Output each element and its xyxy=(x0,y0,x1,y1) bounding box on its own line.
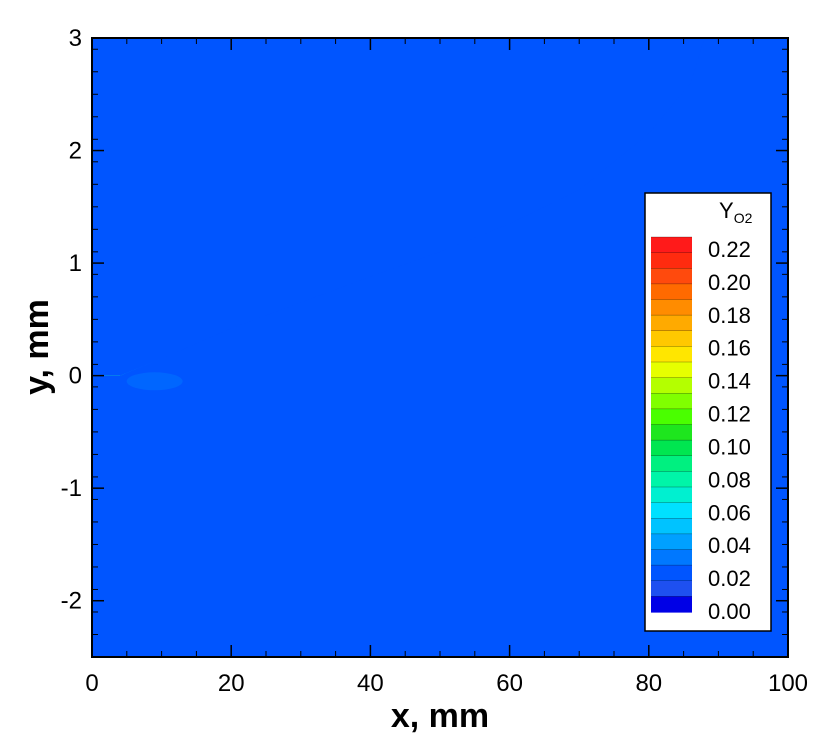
legend-swatch-0.01 xyxy=(651,580,692,597)
legend-label: 0.04 xyxy=(708,533,751,558)
legend-label: 0.22 xyxy=(708,237,751,262)
legend-title: YO2 xyxy=(719,198,753,226)
legend-title-subscript: O2 xyxy=(734,210,753,226)
legend-swatch-0.12 xyxy=(651,408,692,426)
legend-swatch-0.17 xyxy=(651,330,692,347)
x-tick-label: 80 xyxy=(635,670,662,697)
legend-swatch-0.09 xyxy=(651,455,692,472)
y-tick-label: 1 xyxy=(69,250,82,277)
x-tick-label: 0 xyxy=(85,670,98,697)
axis-ticks xyxy=(91,37,789,658)
legend-label: 0.12 xyxy=(708,402,751,427)
legend-swatch-0.08 xyxy=(651,471,692,488)
legend-swatch-0.13 xyxy=(651,393,692,410)
legend-swatch-0.21 xyxy=(651,268,692,285)
legend-labels: 0.22 0.20 0.18 0.16 0.14 0.12 0.10 0.08 0.06 0.04… xyxy=(708,237,751,624)
y-tick-label: 0 xyxy=(69,363,82,390)
legend-swatch-0.14 xyxy=(651,377,692,394)
legend-swatch-0.00 xyxy=(651,596,692,613)
legend-label: 0.20 xyxy=(708,270,751,295)
y-tick-label: 3 xyxy=(69,25,82,52)
legend-label: 0.06 xyxy=(708,500,751,525)
legend-swatch-0.16 xyxy=(651,346,692,363)
contour-field xyxy=(92,38,788,657)
legend-swatches xyxy=(651,236,692,613)
legend-label: 0.18 xyxy=(708,303,751,328)
x-tick-label: 60 xyxy=(496,670,523,697)
legend-swatch-0.02 xyxy=(651,565,692,582)
legend-title-main: Y xyxy=(719,198,734,223)
legend-label: 0.10 xyxy=(708,434,751,459)
legend-label: 0.02 xyxy=(708,566,751,591)
legend-swatch-0.06 xyxy=(651,502,692,519)
legend-swatch-0.05 xyxy=(651,518,692,535)
legend-label: 0.00 xyxy=(708,599,751,624)
y-tick-label: 2 xyxy=(69,138,82,165)
y-tick-label: -1 xyxy=(61,475,82,502)
x-axis-title: x, mm xyxy=(391,697,489,735)
legend-swatch-0.11 xyxy=(651,424,692,441)
legend-swatch-0.10 xyxy=(651,440,692,457)
legend-swatch-0.23 xyxy=(651,237,692,254)
y-axis-title: y, mm xyxy=(18,299,56,395)
x-tick-label: 100 xyxy=(768,670,808,697)
legend-swatch-0.18 xyxy=(651,315,692,332)
legend-label: 0.14 xyxy=(708,369,751,394)
x-tick-label: 20 xyxy=(218,670,245,697)
contour-band-0.02 xyxy=(92,38,705,376)
legend-swatch-0.04 xyxy=(651,533,692,551)
legend-label: 0.08 xyxy=(708,467,751,492)
legend-swatch-0.15 xyxy=(651,362,692,379)
axis-tick-labels: 0 20 40 60 80 100 -2 -1 0 1 2 3 xyxy=(61,25,808,697)
legend-swatch-0.07 xyxy=(651,487,692,504)
y-tick-label: -2 xyxy=(61,588,82,615)
legend-swatch-0.22 xyxy=(651,252,692,269)
x-tick-label: 40 xyxy=(357,670,384,697)
legend-label: 0.16 xyxy=(708,336,751,361)
legend-swatch-0.19 xyxy=(651,299,692,316)
legend-swatch-0.20 xyxy=(651,283,692,301)
near-field-contour xyxy=(126,372,183,391)
color-legend: YO2 0.22 0.20 0.18 0.16 0.14 0.12 0.10 0.08 0.06… xyxy=(644,192,772,632)
legend-swatch-0.03 xyxy=(651,549,692,566)
